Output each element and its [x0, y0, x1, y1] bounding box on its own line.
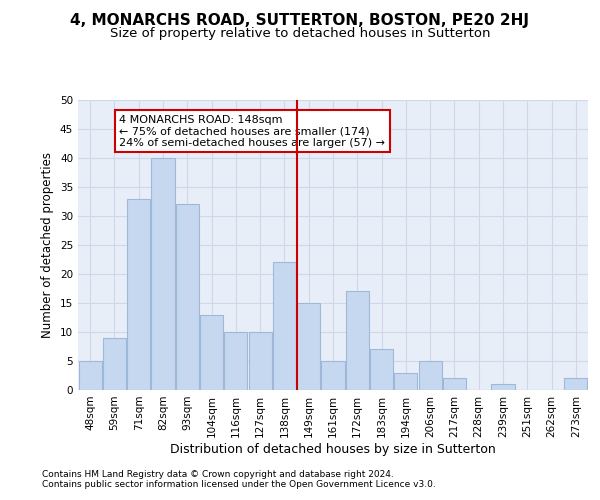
Bar — [103, 338, 126, 390]
Bar — [273, 262, 296, 390]
Text: Contains public sector information licensed under the Open Government Licence v3: Contains public sector information licen… — [42, 480, 436, 489]
Text: 4, MONARCHS ROAD, SUTTERTON, BOSTON, PE20 2HJ: 4, MONARCHS ROAD, SUTTERTON, BOSTON, PE2… — [71, 12, 530, 28]
Bar — [491, 384, 515, 390]
Bar — [248, 332, 272, 390]
Text: Size of property relative to detached houses in Sutterton: Size of property relative to detached ho… — [110, 28, 490, 40]
Text: Distribution of detached houses by size in Sutterton: Distribution of detached houses by size … — [170, 442, 496, 456]
Text: 4 MONARCHS ROAD: 148sqm
← 75% of detached houses are smaller (174)
24% of semi-d: 4 MONARCHS ROAD: 148sqm ← 75% of detache… — [119, 114, 385, 148]
Bar — [224, 332, 247, 390]
Bar — [346, 292, 369, 390]
Bar — [419, 361, 442, 390]
Bar — [79, 361, 101, 390]
Bar — [200, 314, 223, 390]
Bar — [443, 378, 466, 390]
Bar — [176, 204, 199, 390]
Bar — [127, 198, 150, 390]
Bar — [297, 303, 320, 390]
Bar — [151, 158, 175, 390]
Bar — [370, 350, 393, 390]
Text: Contains HM Land Registry data © Crown copyright and database right 2024.: Contains HM Land Registry data © Crown c… — [42, 470, 394, 479]
Y-axis label: Number of detached properties: Number of detached properties — [41, 152, 55, 338]
Bar — [322, 361, 344, 390]
Bar — [565, 378, 587, 390]
Bar — [394, 372, 418, 390]
